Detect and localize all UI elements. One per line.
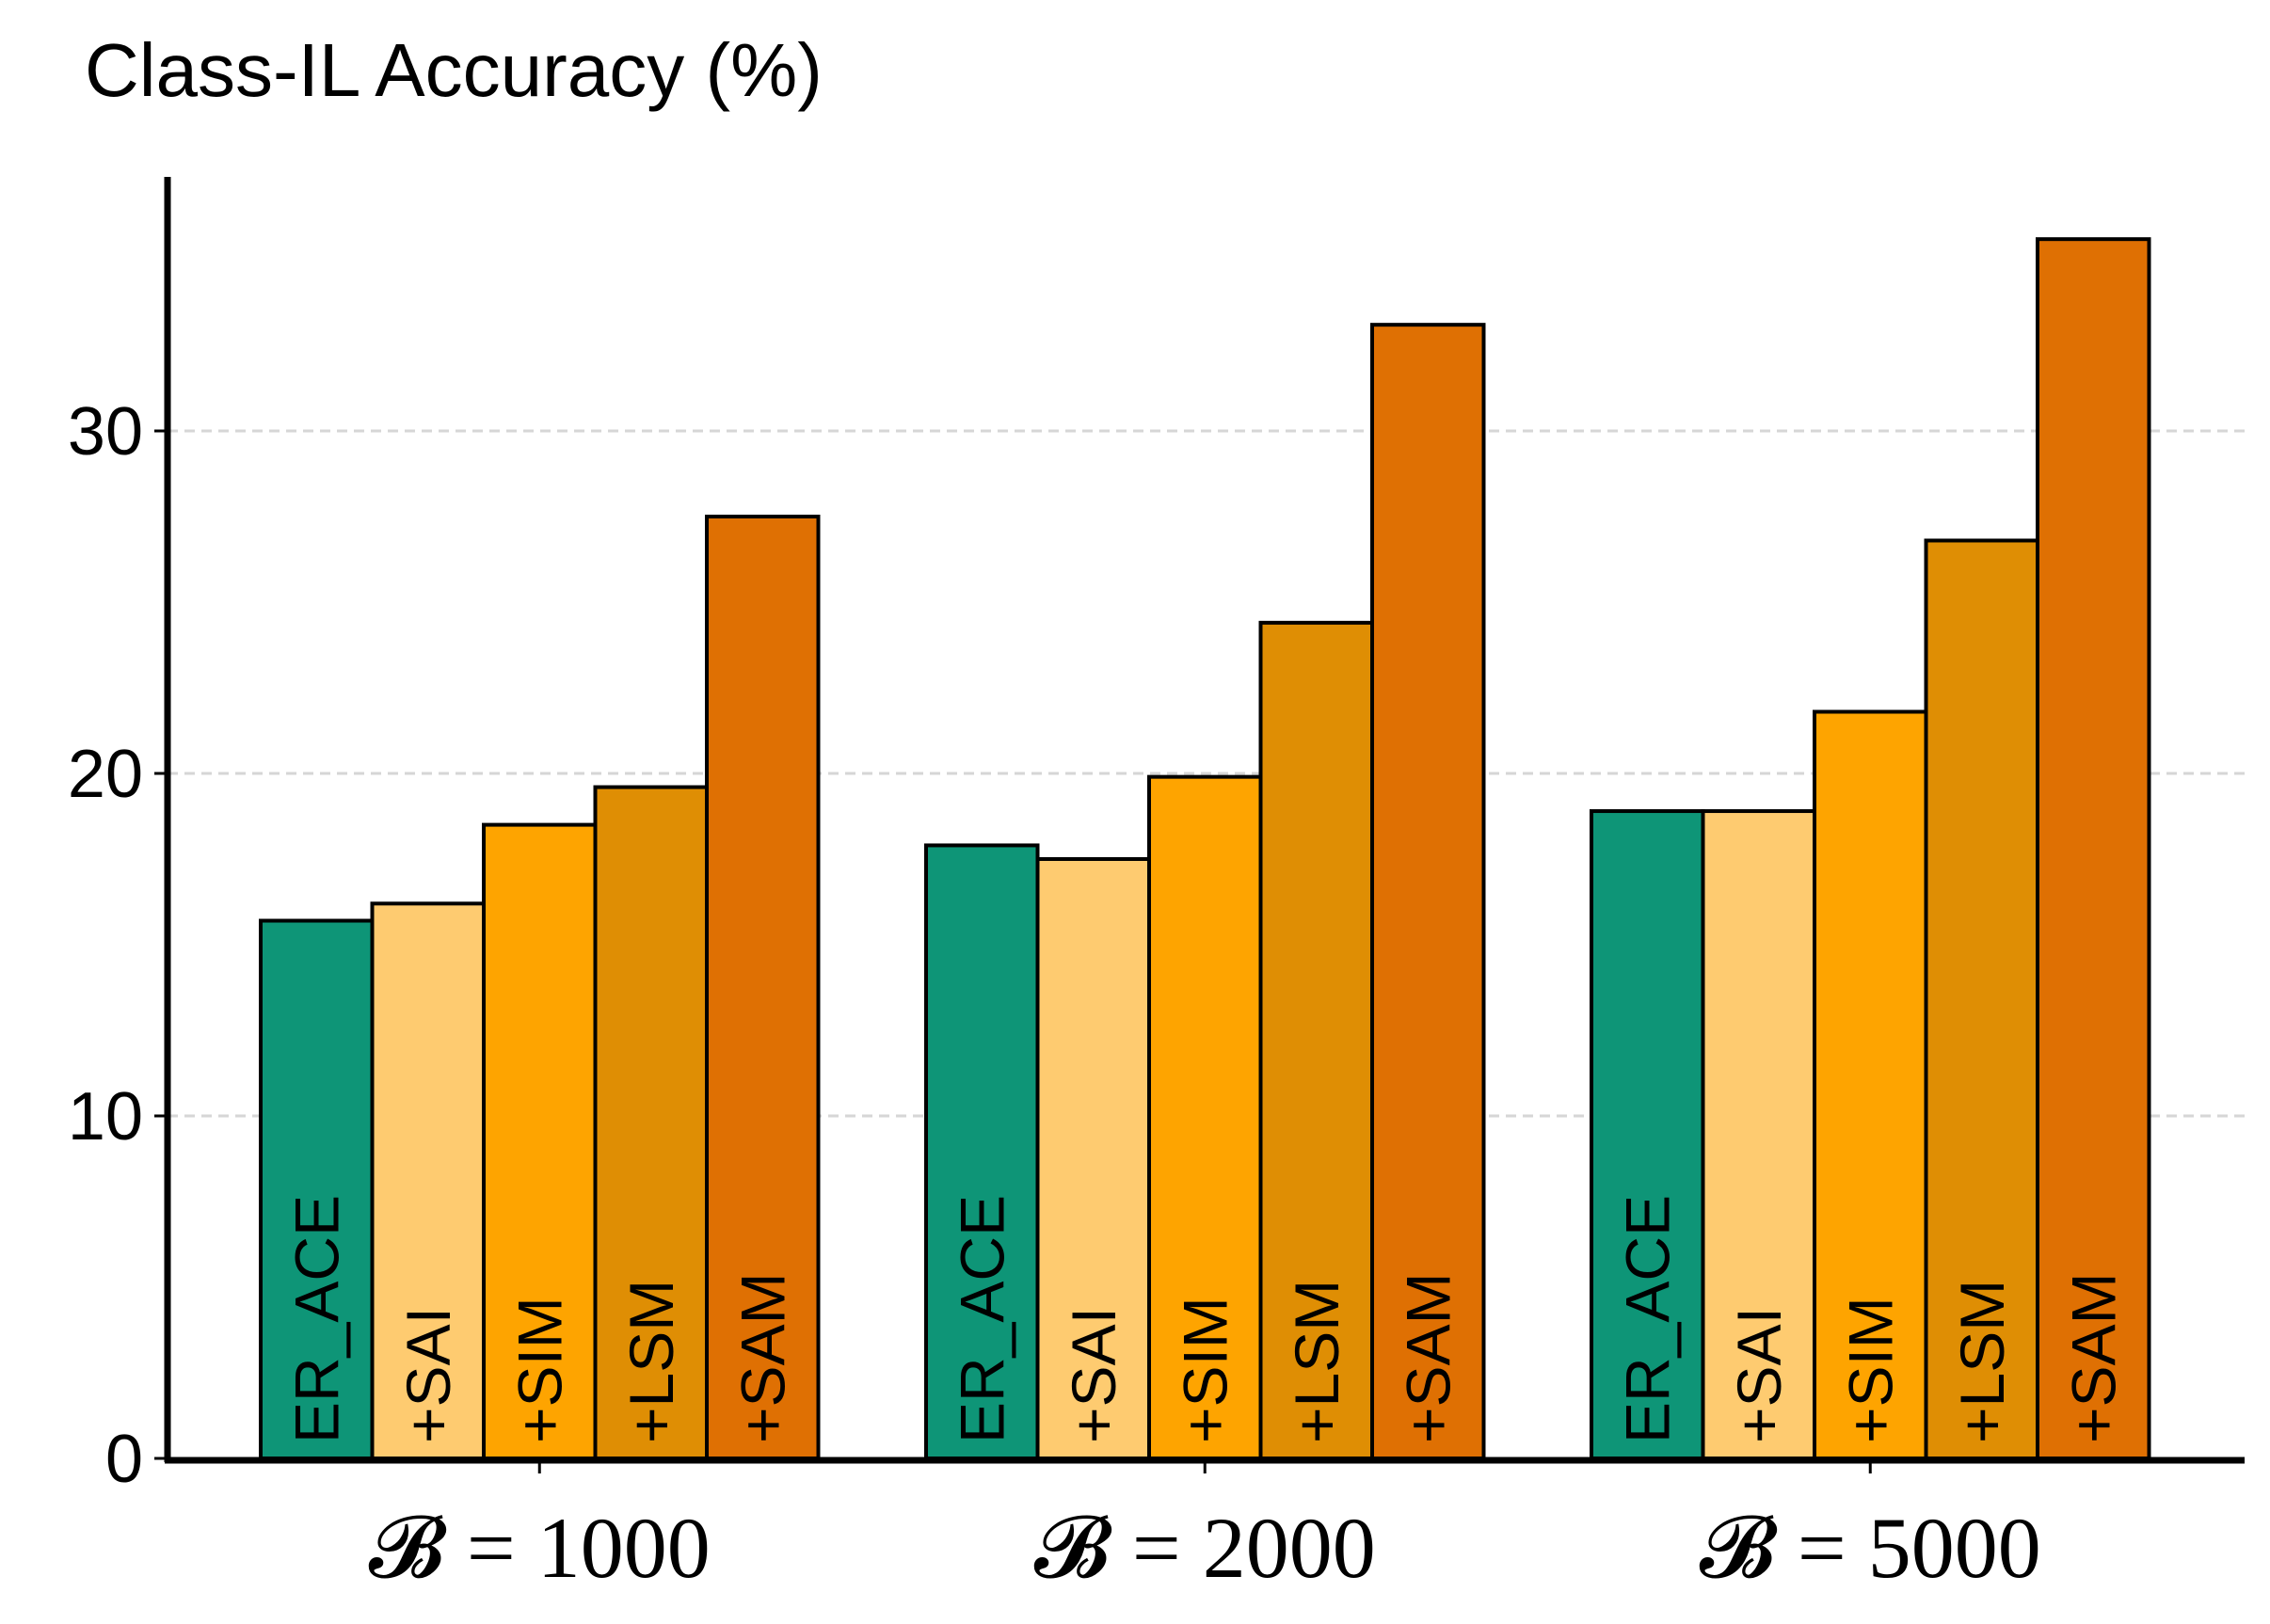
- bar-label: +SIM: [1170, 1297, 1239, 1443]
- chart-title: Class-IL Accuracy (%): [85, 28, 823, 112]
- bar: [1147, 774, 1263, 1460]
- bar-label: +SIM: [1835, 1297, 1905, 1443]
- bar: [370, 901, 486, 1460]
- bar-label: +SAM: [1393, 1272, 1463, 1443]
- bar: [1813, 709, 1928, 1460]
- bar-label: +SIM: [504, 1297, 574, 1443]
- bar: [1701, 809, 1816, 1460]
- axes: 0 10 20 30 𝓑 = 1000 𝓑 = 2000 𝓑 = 5000: [68, 177, 2245, 1596]
- bar-label: +SAI: [1059, 1307, 1128, 1443]
- bar-label: +SAI: [393, 1307, 463, 1443]
- x-category-label: 𝓑 = 2000: [1034, 1500, 1376, 1596]
- bar: [482, 822, 598, 1460]
- bar-label: ER_ACE: [947, 1195, 1016, 1443]
- bars: [259, 237, 2151, 1460]
- bar-label: +SAM: [727, 1272, 797, 1443]
- bar-labels: ER_ACE +SAI +SIM +LSM +SAM ER_ACE +SAI +SIM +LSM…: [281, 1195, 2128, 1443]
- bar-label: +LSM: [616, 1280, 686, 1443]
- bar: [259, 918, 375, 1460]
- bar: [1258, 620, 1374, 1460]
- y-tick-label: 20: [68, 737, 143, 812]
- bar: [2036, 237, 2151, 1460]
- bar-label: +LSM: [1282, 1280, 1351, 1443]
- bar-label: ER_ACE: [281, 1195, 351, 1443]
- y-tick-label: 10: [68, 1079, 143, 1154]
- bar: [1924, 538, 2039, 1460]
- y-tick-label: 0: [105, 1422, 143, 1497]
- bar-label: +SAM: [2058, 1272, 2128, 1443]
- bar-label: +LSM: [1947, 1280, 2017, 1443]
- y-tick-label: 30: [68, 394, 143, 470]
- x-category-label: 𝓑 = 5000: [1700, 1500, 2041, 1596]
- bar-label: ER_ACE: [1612, 1195, 1682, 1443]
- bar: [1370, 323, 1486, 1460]
- x-category-label: 𝓑 = 1000: [369, 1500, 711, 1596]
- bar-label: +SAI: [1724, 1307, 1794, 1443]
